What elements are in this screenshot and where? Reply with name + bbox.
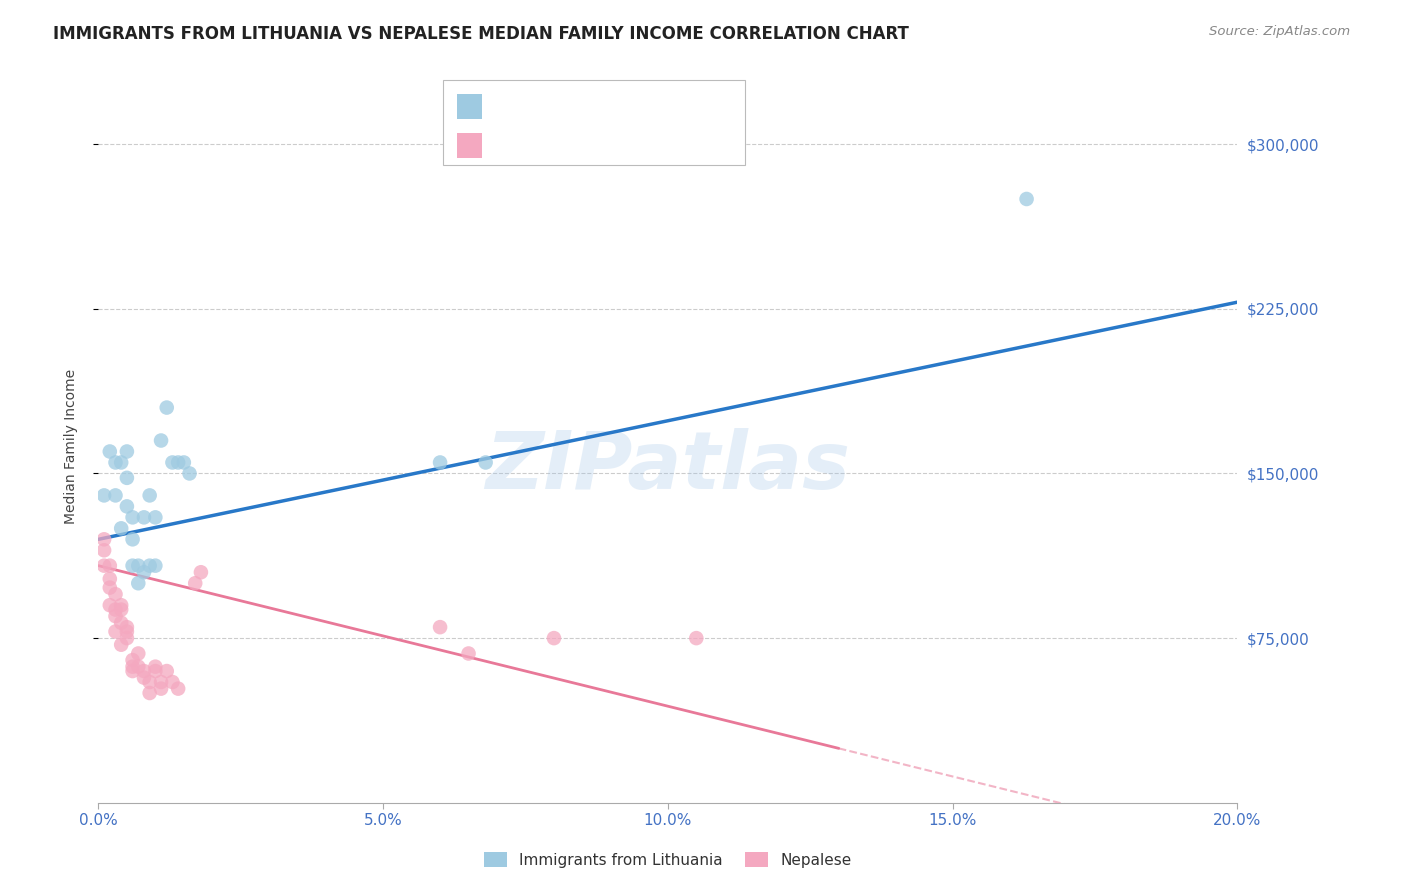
Point — [150, 434, 173, 448]
Point — [115, 624, 138, 639]
Point — [156, 664, 179, 678]
Point — [543, 631, 565, 645]
Point — [110, 598, 132, 612]
Point — [156, 401, 179, 415]
Point — [127, 659, 149, 673]
Point — [98, 444, 121, 458]
Point — [121, 659, 143, 673]
Point — [110, 521, 132, 535]
Point — [104, 602, 127, 616]
Point — [121, 664, 143, 678]
Text: N = 40: N = 40 — [647, 138, 702, 153]
Point — [115, 500, 138, 514]
Point — [685, 631, 707, 645]
Point — [93, 488, 115, 502]
Point — [93, 558, 115, 573]
Point — [110, 638, 132, 652]
Point — [1015, 192, 1038, 206]
Point — [104, 455, 127, 469]
Point — [429, 620, 451, 634]
Point — [104, 609, 127, 624]
Point — [138, 675, 160, 690]
Point — [145, 510, 167, 524]
Point — [110, 615, 132, 630]
Point — [110, 602, 132, 616]
Point — [104, 488, 127, 502]
Text: R = -0.409: R = -0.409 — [492, 138, 583, 153]
Point — [145, 659, 167, 673]
Text: N = 29: N = 29 — [647, 99, 702, 114]
Point — [179, 467, 201, 481]
Point — [98, 598, 121, 612]
Point — [98, 572, 121, 586]
Point — [138, 488, 160, 502]
Point — [150, 681, 173, 696]
Point — [145, 664, 167, 678]
Point — [93, 543, 115, 558]
Point — [145, 558, 167, 573]
Point — [127, 647, 149, 661]
Point — [115, 631, 138, 645]
Point — [110, 455, 132, 469]
Legend: Immigrants from Lithuania, Nepalese: Immigrants from Lithuania, Nepalese — [478, 846, 858, 873]
Point — [150, 675, 173, 690]
Point — [167, 455, 190, 469]
Point — [138, 558, 160, 573]
Point — [474, 455, 496, 469]
Point — [93, 533, 115, 547]
Point — [138, 686, 160, 700]
Text: Source: ZipAtlas.com: Source: ZipAtlas.com — [1209, 25, 1350, 38]
Point — [190, 566, 212, 580]
Point — [121, 510, 143, 524]
Point — [167, 681, 190, 696]
Point — [104, 624, 127, 639]
Point — [104, 587, 127, 601]
Point — [121, 653, 143, 667]
Point — [127, 558, 149, 573]
Point — [98, 558, 121, 573]
Point — [132, 566, 155, 580]
Text: R =  0.680: R = 0.680 — [492, 99, 583, 114]
Point — [98, 581, 121, 595]
Point — [115, 444, 138, 458]
Point — [162, 455, 184, 469]
Point — [429, 455, 451, 469]
Point — [121, 558, 143, 573]
Point — [121, 533, 143, 547]
Point — [127, 576, 149, 591]
Y-axis label: Median Family Income: Median Family Income — [63, 368, 77, 524]
Text: ZIPatlas: ZIPatlas — [485, 428, 851, 507]
Point — [184, 576, 207, 591]
Point — [132, 671, 155, 685]
Point — [132, 664, 155, 678]
Point — [115, 620, 138, 634]
Point — [132, 510, 155, 524]
Point — [162, 675, 184, 690]
Text: IMMIGRANTS FROM LITHUANIA VS NEPALESE MEDIAN FAMILY INCOME CORRELATION CHART: IMMIGRANTS FROM LITHUANIA VS NEPALESE ME… — [53, 25, 910, 43]
Point — [115, 471, 138, 485]
Point — [457, 647, 479, 661]
Point — [173, 455, 195, 469]
